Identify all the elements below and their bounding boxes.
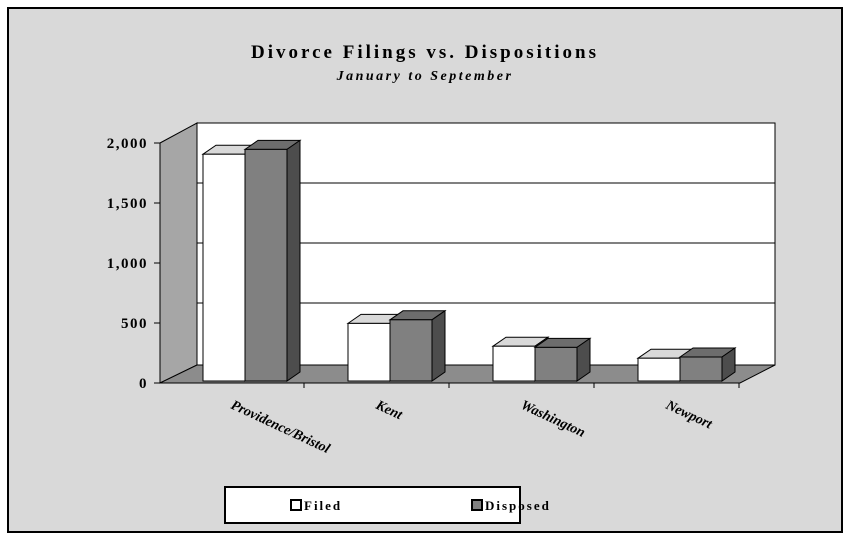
y-tick-label: 500 <box>121 316 148 332</box>
bar <box>492 345 536 382</box>
bar-side <box>286 139 301 382</box>
bar <box>347 322 391 382</box>
legend-swatch <box>471 499 483 511</box>
side-wall <box>159 122 198 384</box>
y-tick-label: 0 <box>139 376 148 392</box>
y-tick-label: 1,500 <box>107 196 148 212</box>
legend-swatch <box>290 499 302 511</box>
legend-label: Filed <box>304 498 342 513</box>
legend <box>224 486 521 524</box>
bar <box>679 356 723 382</box>
bar-side <box>431 309 446 382</box>
bar <box>244 148 288 382</box>
chart-title: Divorce Filings vs. Dispositions <box>251 42 599 63</box>
legend-label: Disposed <box>485 498 551 513</box>
bar <box>534 346 578 382</box>
y-tick-label: 1,000 <box>107 256 148 272</box>
bar <box>389 319 433 382</box>
chart-subtitle: January to September <box>336 69 514 84</box>
bar <box>202 153 246 382</box>
bar <box>637 357 681 382</box>
y-tick-label: 2,000 <box>107 136 148 152</box>
